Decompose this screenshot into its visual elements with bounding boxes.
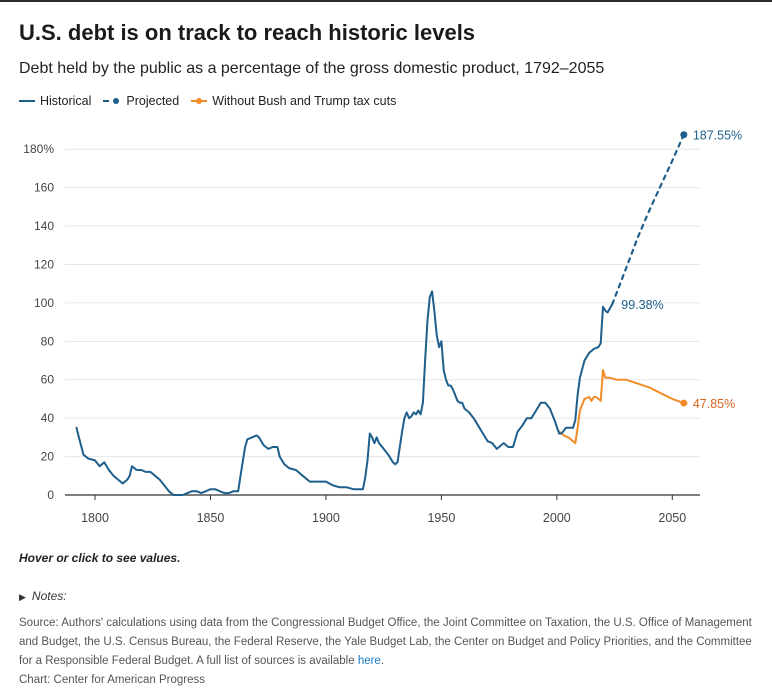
source-note: Source: Authors' calculations using data… (19, 614, 759, 671)
x-tick-label: 2050 (658, 511, 686, 525)
notes-toggle[interactable]: ▶ Notes: (19, 589, 67, 603)
legend-label-historical: Historical (40, 94, 92, 108)
y-tick-label: 180% (23, 142, 54, 156)
series-line-historical (75, 290, 614, 496)
sources-link[interactable]: here (357, 655, 381, 667)
source-text: Source: Authors' calculations using data… (19, 617, 752, 667)
series-line-projected (611, 133, 685, 306)
y-tick-label: 140 (34, 219, 54, 233)
x-tick-label: 1950 (427, 511, 455, 525)
top-rule (0, 0, 772, 2)
y-tick-label: 100 (34, 296, 54, 310)
legend-dashed-dot-projected-icon (103, 98, 120, 104)
triangle-right-icon: ▶ (19, 592, 26, 602)
legend-label-projected: Projected (126, 94, 180, 108)
source-end: . (380, 655, 385, 667)
y-tick-label: 40 (41, 411, 55, 425)
x-tick-label: 1800 (81, 511, 109, 525)
legend-item-without-tax-cuts: Without Bush and Trump tax cuts (191, 94, 396, 108)
legend-line-historical-icon (19, 100, 35, 102)
chart-title: U.S. debt is on track to reach historic … (19, 20, 476, 45)
y-tick-label: 60 (41, 373, 55, 387)
line-chart[interactable]: 0 20 40 60 80 100 120 140 160 180% 1800 1850 1900 195… (0, 0, 772, 545)
legend-item-projected: Projected (103, 94, 179, 108)
chart-credit: Chart: Center for American Progress (19, 674, 205, 686)
legend-line-dot-without-tax-cuts-icon (191, 98, 208, 104)
y-tick-label: 80 (41, 334, 55, 348)
y-tick-label: 20 (41, 450, 55, 464)
y-tick-label: 120 (34, 257, 54, 271)
notes-label: Notes: (31, 589, 67, 603)
data-label: 99.38% (621, 298, 663, 312)
chart-subtitle: Debt held by the public as a percentage … (19, 60, 605, 77)
data-label: 187.55% (693, 129, 742, 143)
end-point-marker (680, 131, 688, 139)
x-tick-label: 1850 (197, 511, 225, 525)
y-tick-label: 0 (47, 488, 54, 502)
data-label: 47.85% (693, 397, 735, 411)
series-line-without-bush-and-trump-tax-cuts (558, 369, 685, 445)
legend-label-without-tax-cuts: Without Bush and Trump tax cuts (212, 94, 397, 108)
x-tick-label: 2000 (543, 511, 571, 525)
legend-item-historical: Historical (19, 94, 91, 108)
end-point-marker (680, 399, 688, 407)
legend: Historical Projected Without Bush and Tr… (19, 94, 408, 108)
x-tick-label: 1900 (312, 511, 340, 525)
hover-hint: Hover or click to see values. (19, 551, 181, 565)
y-tick-label: 160 (34, 181, 54, 195)
